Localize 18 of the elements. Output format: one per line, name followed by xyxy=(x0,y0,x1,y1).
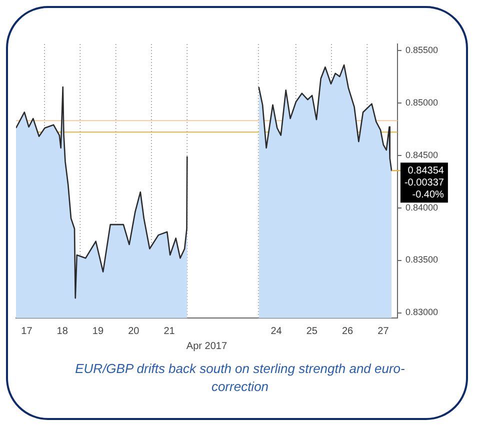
x-tick-label: 17 xyxy=(21,326,33,337)
y-tick-label: 0.83000 xyxy=(405,307,438,318)
x-tick-label: 18 xyxy=(56,326,68,337)
annotation: 0.84354 -0.00337 -0.40% xyxy=(404,165,444,200)
x-tick-label: 20 xyxy=(128,326,140,337)
x-tick-label: 27 xyxy=(378,326,390,337)
y-tick-label: 0.84000 xyxy=(405,202,438,212)
y-tick-label: 0.85000 xyxy=(405,97,438,108)
y-tick-label: 0.84500 xyxy=(405,150,438,160)
x-tick-label: 26 xyxy=(342,326,354,337)
x-tick-label: 25 xyxy=(306,326,318,337)
text: EUR/GBP drifts back south on sterling strength and euro-correction xyxy=(74,360,406,396)
y-tick-label: 0.85500 xyxy=(405,44,438,55)
x-tick-label: 24 xyxy=(270,326,282,337)
y-tick-label: 0.83500 xyxy=(405,254,438,265)
x-tick-label: 19 xyxy=(92,326,104,337)
x-axis-title: Apr 2017 xyxy=(186,340,228,352)
x-tick-label: 21 xyxy=(164,326,176,337)
